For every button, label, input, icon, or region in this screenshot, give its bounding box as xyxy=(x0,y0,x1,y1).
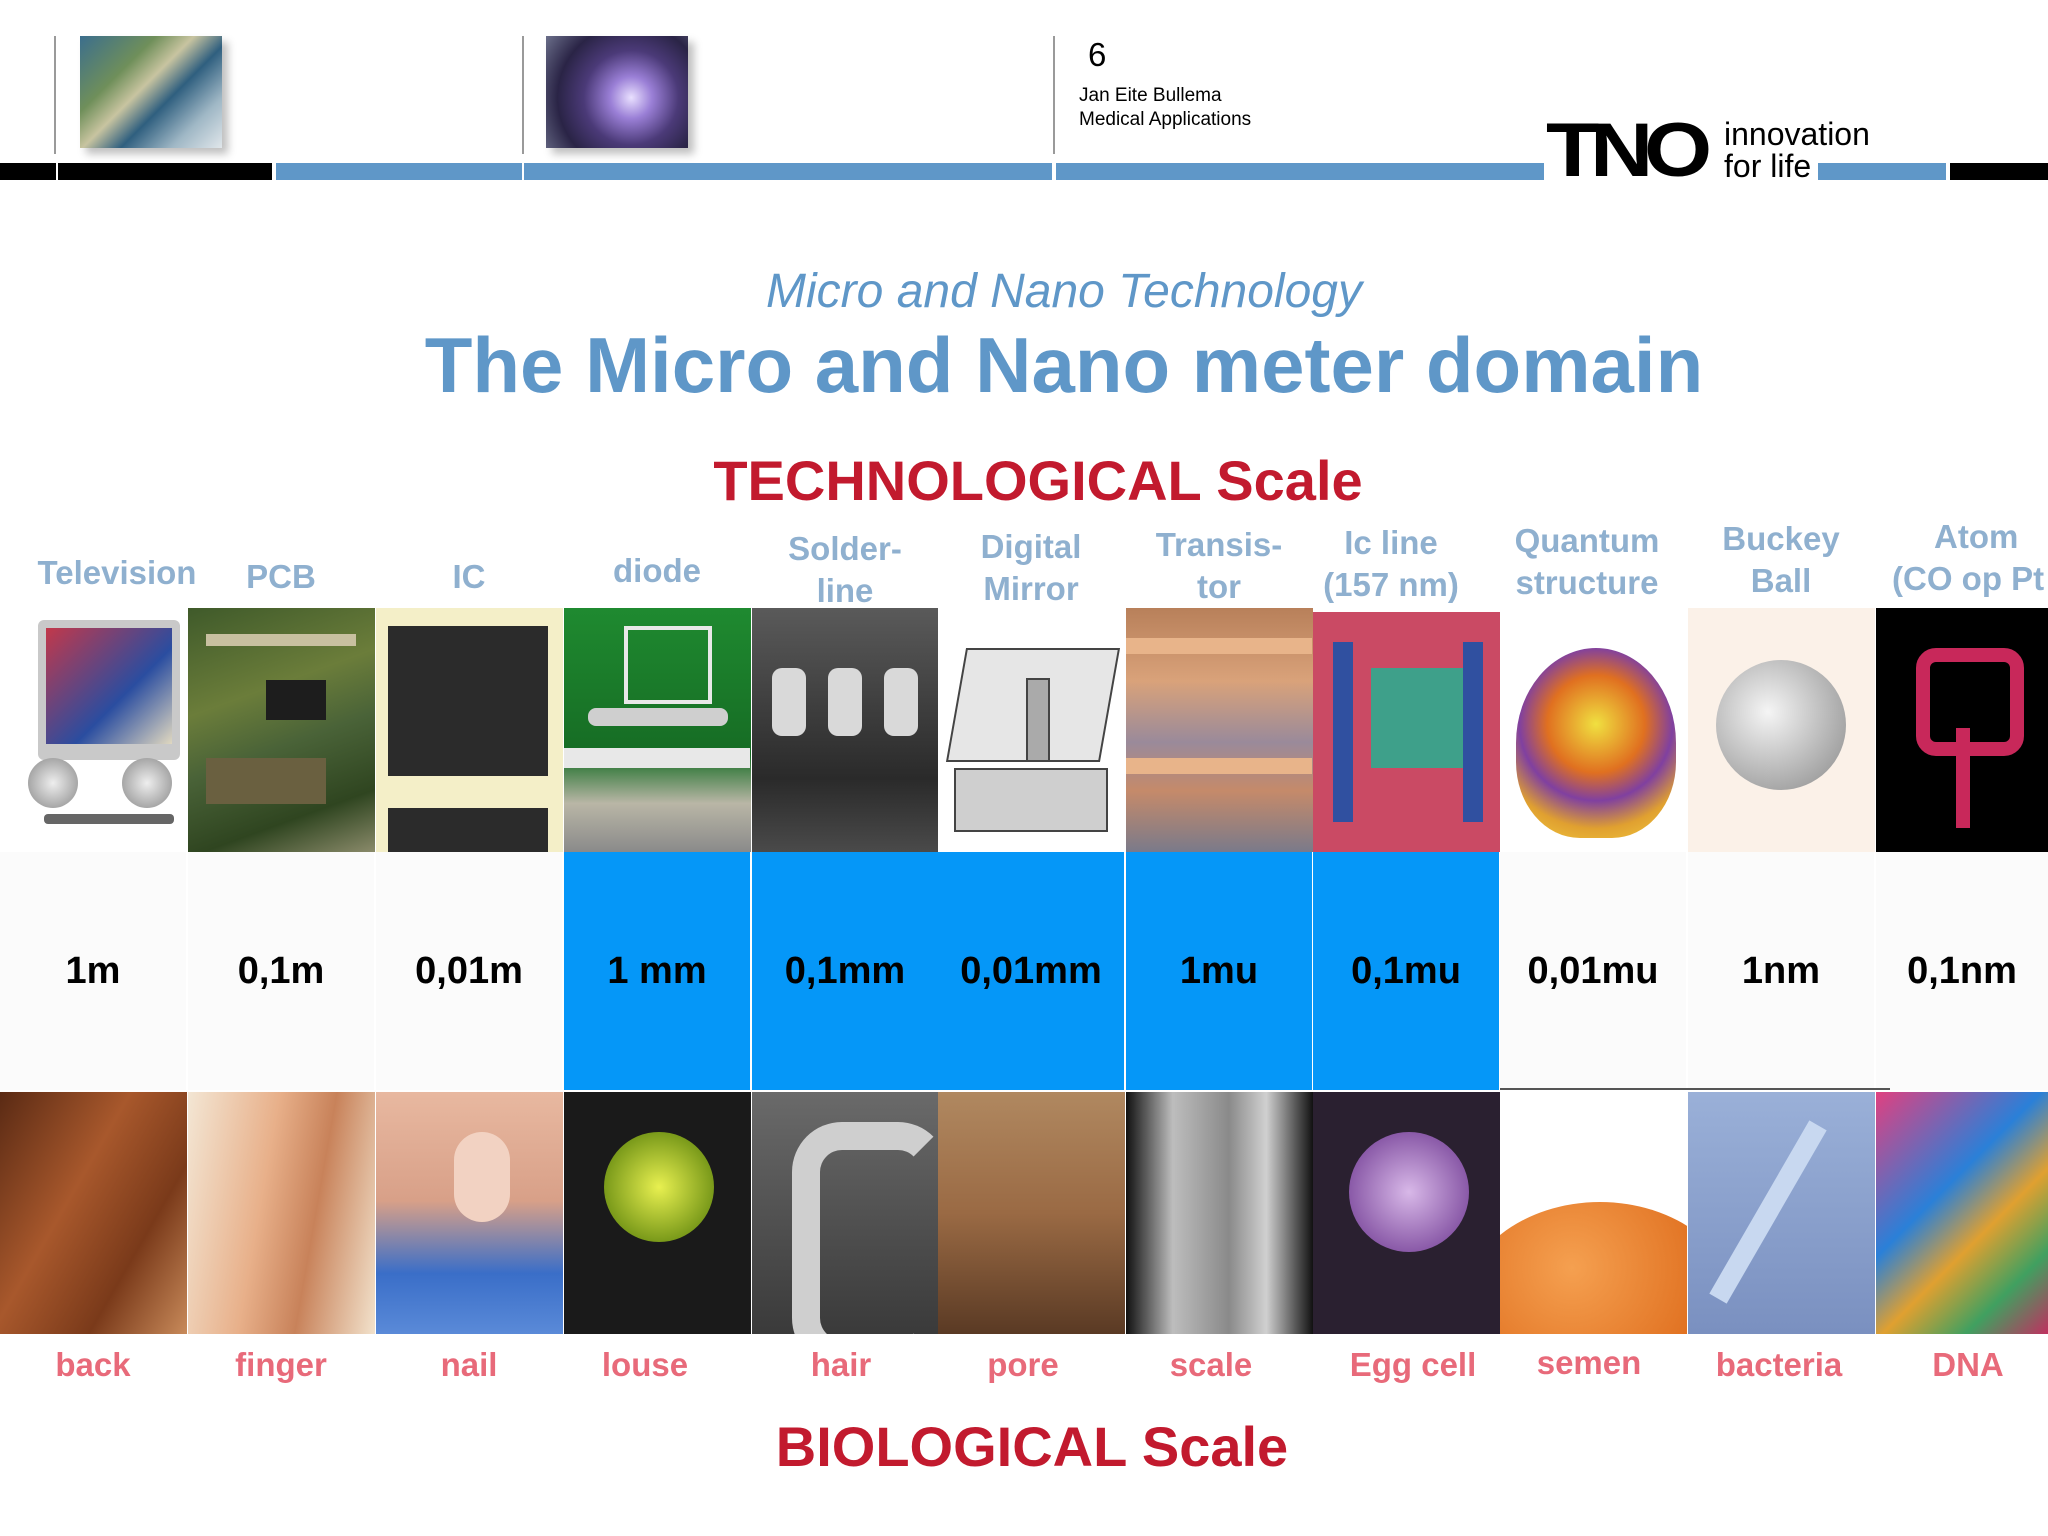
logo-tagline-2: for life xyxy=(1724,148,1812,184)
header-band xyxy=(0,163,56,180)
buckey-ball-image xyxy=(1688,608,1875,852)
department: Medical Applications xyxy=(1079,109,1252,130)
header-divider xyxy=(54,36,56,154)
bio-label: louse xyxy=(601,1346,689,1383)
header-band xyxy=(1950,163,2048,180)
bio-label: hair xyxy=(810,1346,872,1383)
bacteria-image xyxy=(1688,1092,1875,1334)
tech-label: Atom (CO op Pt xyxy=(1892,518,2045,597)
tech-label: Solder-line xyxy=(788,530,902,609)
tech-label: Television xyxy=(37,554,197,591)
dna-image xyxy=(1876,1092,2048,1334)
scale-value-highlighted: 1 mm xyxy=(564,852,752,1090)
header-band xyxy=(276,163,522,180)
atom-image xyxy=(1876,608,2048,852)
solder-line-image xyxy=(752,608,939,852)
header-band xyxy=(1056,163,1544,180)
ic-image xyxy=(376,608,563,852)
header-band xyxy=(58,163,272,180)
tno-logo: TNO innovation for life xyxy=(1546,108,1966,193)
egg-cell-image xyxy=(1313,1092,1500,1334)
bio-label: Egg cell xyxy=(1349,1346,1477,1383)
tech-label: Ic line (157 nm) xyxy=(1323,524,1459,603)
ic-line-image xyxy=(1313,612,1500,852)
scale-image xyxy=(1126,1092,1313,1334)
scale-value-highlighted: 0,1mu xyxy=(1313,852,1501,1090)
scale-value: 0,01mu xyxy=(1500,852,1686,1090)
bio-label: nail xyxy=(440,1346,498,1383)
bio-label: DNA xyxy=(1932,1346,2004,1383)
page-number: 6 xyxy=(1088,36,1107,73)
divider-line xyxy=(1500,1088,1890,1090)
scale-value: 1nm xyxy=(1688,852,1874,1090)
tech-label: IC xyxy=(452,558,486,595)
pcb-image xyxy=(188,608,375,852)
tech-label: PCB xyxy=(246,558,316,595)
transistor-image xyxy=(1126,608,1313,852)
tech-label: Quantum structure xyxy=(1514,522,1660,601)
bio-label: pore xyxy=(987,1346,1059,1383)
scale-value-highlighted: 1mu xyxy=(1126,852,1314,1090)
author-name: Jan Eite Bullema xyxy=(1079,85,1222,106)
bio-label: bacteria xyxy=(1715,1346,1843,1383)
scale-value-highlighted: 0,01mm xyxy=(938,852,1126,1090)
scale-value: 0,01m xyxy=(376,852,562,1090)
bio-label: finger xyxy=(235,1346,327,1383)
tech-label: Buckey Ball xyxy=(1722,520,1840,599)
diode-image xyxy=(564,608,751,852)
semen-image xyxy=(1500,1092,1687,1334)
bio-label: back xyxy=(55,1346,131,1383)
subtitle: Micro and Nano Technology xyxy=(766,265,1362,318)
header-divider xyxy=(1053,36,1055,154)
quantum-structure-image xyxy=(1500,608,1687,852)
digital-mirror-image xyxy=(938,608,1125,852)
scale-value-highlighted: 0,1mm xyxy=(752,852,940,1090)
logo-tagline: innovation for life xyxy=(1724,118,1870,182)
tech-label: Digital Mirror xyxy=(980,528,1082,607)
header-band xyxy=(1818,163,1946,180)
author-block: Jan Eite Bullema Medical Applications xyxy=(1079,84,1251,132)
finger-image xyxy=(188,1092,375,1334)
header-divider xyxy=(522,36,524,154)
tech-label: Transis-tor xyxy=(1155,526,1283,605)
back-image xyxy=(0,1092,187,1334)
scale-value: 1m xyxy=(0,852,186,1090)
television-image xyxy=(0,608,187,852)
pore-image xyxy=(938,1092,1125,1334)
satellite-earth-image xyxy=(80,36,222,148)
tech-scale-heading: TECHNOLOGICAL Scale xyxy=(713,449,1363,512)
louse-image xyxy=(564,1092,751,1334)
hair-image xyxy=(752,1092,939,1334)
tech-label: diode xyxy=(613,552,701,589)
bio-label: semen xyxy=(1536,1344,1642,1381)
nail-image xyxy=(376,1092,563,1334)
bio-label: scale xyxy=(1169,1346,1253,1383)
plasma-image xyxy=(546,36,688,148)
logo-tagline-1: innovation xyxy=(1724,116,1870,152)
header-band xyxy=(524,163,1052,180)
bio-scale-heading: BIOLOGICAL Scale xyxy=(775,1415,1289,1478)
page-title: The Micro and Nano meter domain xyxy=(424,321,1704,409)
logo-mark: TNO xyxy=(1546,108,1712,193)
scale-value: 0,1nm xyxy=(1876,852,2048,1090)
scale-value: 0,1m xyxy=(188,852,374,1090)
